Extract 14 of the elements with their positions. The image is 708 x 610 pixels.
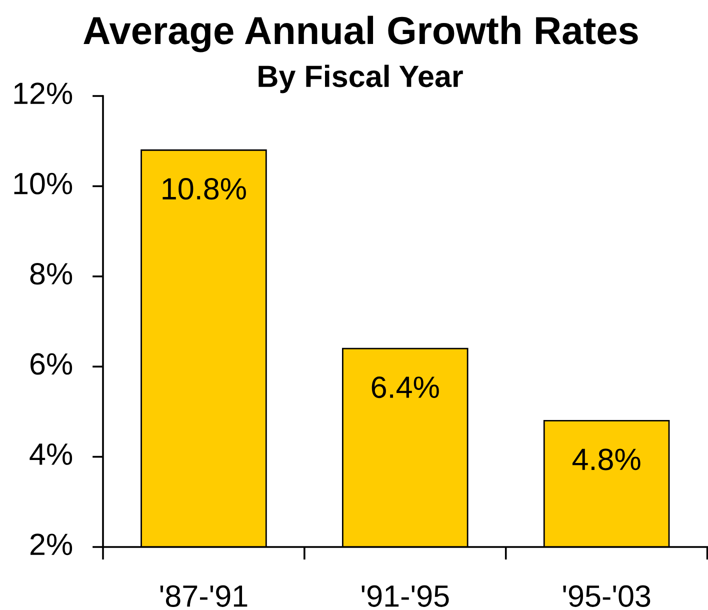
y-tick-label: 4% (30, 444, 72, 465)
y-tick-label: 8% (30, 262, 72, 285)
y-tick-label: 12% (14, 82, 72, 104)
x-tick-label: '87-'91 (160, 585, 248, 607)
data-label: 10.8% (162, 178, 246, 200)
y-tick-label: 10% (14, 172, 72, 194)
y-tick-label: 6% (30, 353, 72, 375)
chart-title: Average Annual Growth Rates (84, 16, 638, 52)
x-tick-label: '95-'03 (563, 585, 650, 607)
data-label: 6.4% (372, 376, 439, 398)
data-label: 4.8% (572, 448, 640, 470)
chart-subtitle: By Fiscal Year (258, 64, 463, 94)
x-tick-label: '91-'95 (362, 585, 449, 607)
y-tick-label: 2% (30, 534, 72, 556)
